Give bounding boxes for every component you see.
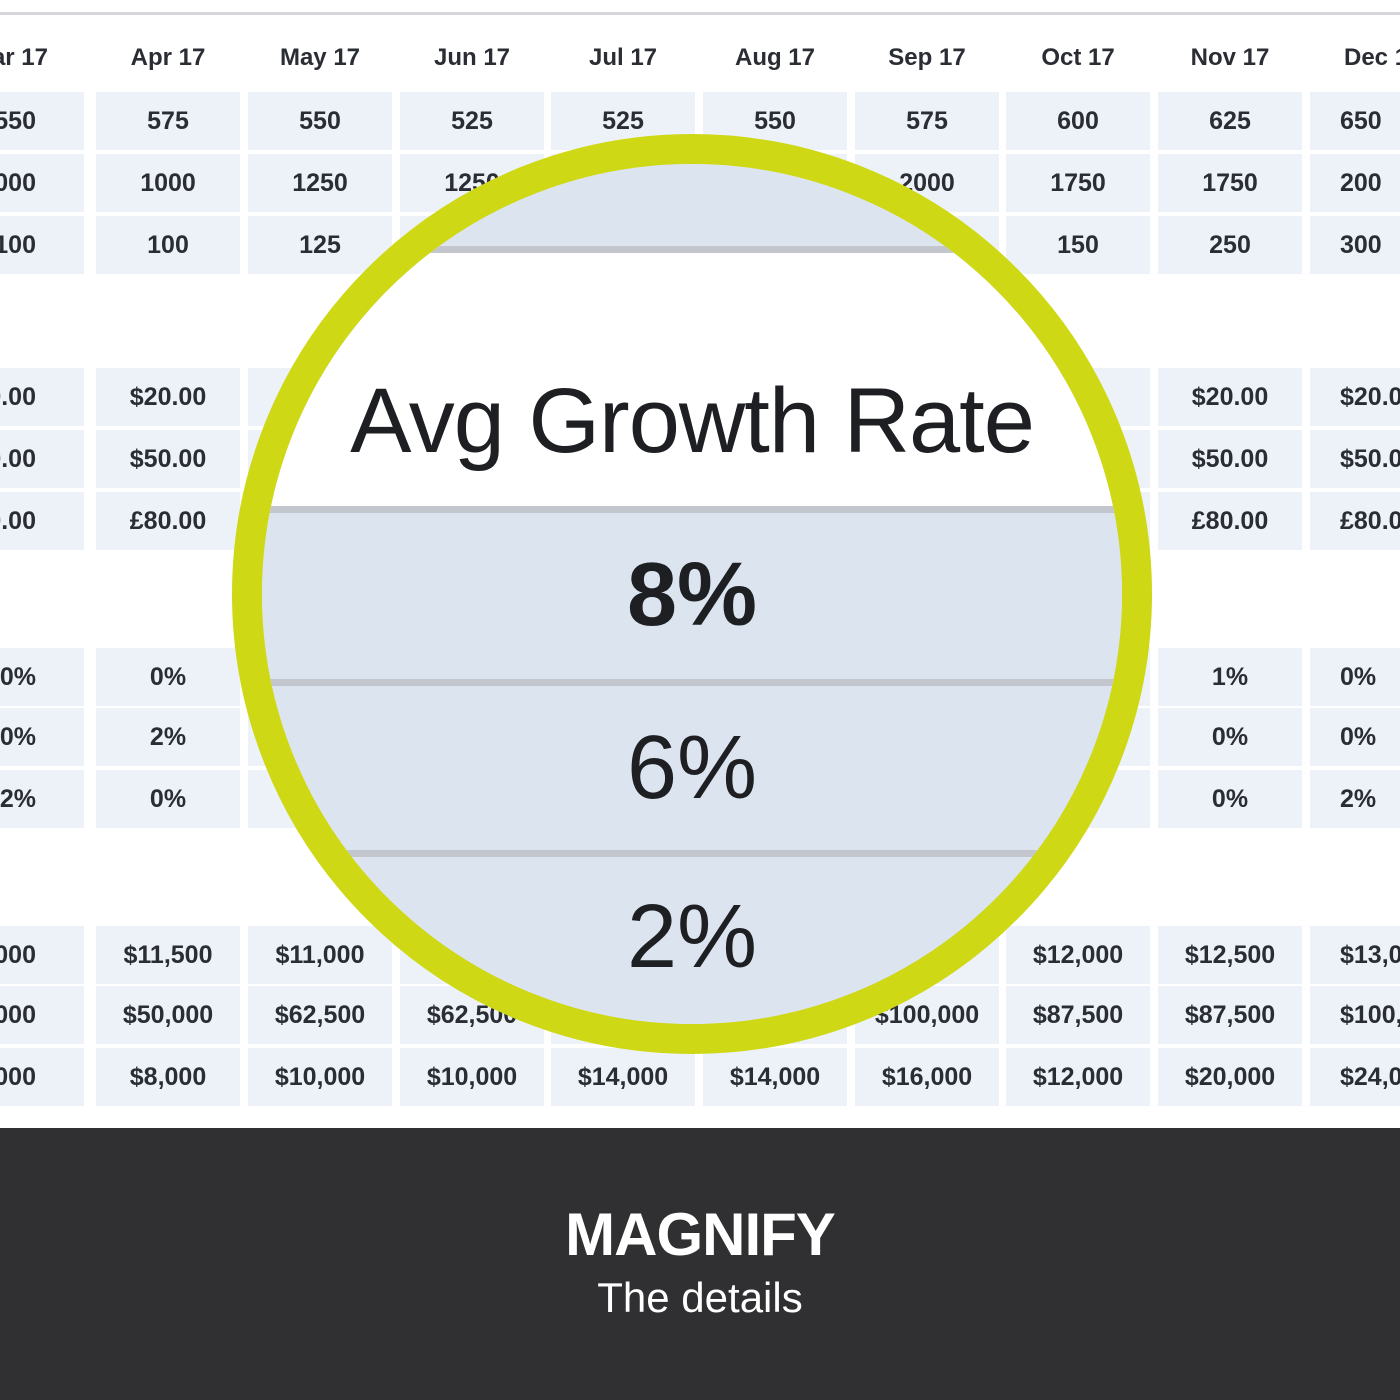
- footer-title: MAGNIFY: [565, 1201, 836, 1268]
- table-cell: 2%: [96, 708, 240, 766]
- column-header: Nov 17: [1190, 44, 1270, 71]
- table-cell: 550: [0, 92, 84, 150]
- table-cell: 0.00: [0, 430, 84, 488]
- magnified-divider: [262, 850, 1122, 857]
- table-cell: 0%: [1158, 770, 1302, 828]
- table-cell: 575: [855, 92, 999, 150]
- table-cell: $20.00: [96, 368, 240, 426]
- table-cell: $24,0: [1310, 1048, 1400, 1106]
- table-cell: $12,000: [1006, 1048, 1150, 1106]
- table-cell: 200: [1310, 154, 1400, 212]
- table-cell: 550: [248, 92, 392, 150]
- column-header: Jul 17: [588, 44, 658, 71]
- magnifier-lens: Avg Growth Rate 8% 6% 2%: [232, 134, 1152, 1054]
- table-cell: $20.0: [1310, 368, 1400, 426]
- table-cell: $50.00: [96, 430, 240, 488]
- table-cell: $12,500: [1158, 926, 1302, 984]
- table-cell: $50.0: [1310, 430, 1400, 488]
- magnified-value: 6%: [626, 718, 758, 818]
- table-cell: 250: [1158, 216, 1302, 274]
- column-header: Jun 17: [433, 44, 511, 71]
- column-header: Apr 17: [130, 44, 206, 71]
- column-header: Aug 17: [734, 44, 815, 71]
- magnified-row: [262, 686, 1122, 850]
- table-cell: 2%: [1310, 770, 1400, 828]
- table-cell: 0%: [96, 770, 240, 828]
- table-cell: 0%: [1310, 708, 1400, 766]
- table-cell: $20.00: [1158, 368, 1302, 426]
- column-header: ar 17: [0, 44, 48, 71]
- table-cell: 0%: [0, 648, 84, 706]
- magnified-header-area: [262, 253, 1122, 506]
- table-cell: 575: [96, 92, 240, 150]
- table-cell: $100,0: [1310, 986, 1400, 1044]
- table-cell: 0%: [0, 708, 84, 766]
- table-cell: £80.00: [1158, 492, 1302, 550]
- magnified-column-title: Avg Growth Rate: [350, 370, 1035, 472]
- table-cell: 0.00: [0, 492, 84, 550]
- table-cell: 100: [96, 216, 240, 274]
- table-cell: 0.00: [0, 368, 84, 426]
- footer-subtitle: The details: [597, 1274, 803, 1321]
- column-header: Dec 1: [1344, 44, 1400, 71]
- column-header: Sep 17: [888, 44, 966, 71]
- table-cell: 000: [0, 154, 84, 212]
- table-cell: $11,500: [96, 926, 240, 984]
- column-header: May 17: [279, 44, 361, 71]
- magnified-divider: [262, 506, 1122, 513]
- magnified-top-band: [262, 164, 1122, 246]
- table-cell: 1000: [96, 154, 240, 212]
- table-cell: 525: [400, 92, 544, 150]
- table-cell: 1%: [1158, 648, 1302, 706]
- table-cell: $14,000: [551, 1048, 695, 1106]
- magnified-row: [262, 857, 1122, 1024]
- table-cell: $50,000: [96, 986, 240, 1044]
- footer-banner: [0, 1128, 1400, 1400]
- magnified-value: 2%: [626, 887, 758, 987]
- table-cell: 300: [1310, 216, 1400, 274]
- table-cell: 100: [0, 216, 84, 274]
- table-cell: $87,500: [1158, 986, 1302, 1044]
- table-cell: £80.00: [96, 492, 240, 550]
- table-cell: 0%: [1310, 648, 1400, 706]
- magnified-divider: [262, 246, 1122, 253]
- table-cell: $10,000: [400, 1048, 544, 1106]
- magnified-divider: [262, 679, 1122, 686]
- table-cell: 650: [1310, 92, 1400, 150]
- table-cell: $50.00: [1158, 430, 1302, 488]
- table-cell: $20,000: [1158, 1048, 1302, 1106]
- magnified-content: Avg Growth Rate 8% 6% 2%: [262, 164, 1122, 1024]
- table-cell: 1750: [1158, 154, 1302, 212]
- magnified-row: [262, 513, 1122, 679]
- table-cell: $13,0: [1310, 926, 1400, 984]
- table-cell: $14,000: [703, 1048, 847, 1106]
- table-cell: $8,000: [96, 1048, 240, 1106]
- table-cell: ,000: [0, 986, 84, 1044]
- table-cell: ,000: [0, 1048, 84, 1106]
- table-cell: $16,000: [855, 1048, 999, 1106]
- table-cell: 0%: [1158, 708, 1302, 766]
- table-cell: 600: [1006, 92, 1150, 150]
- magnified-value: 8%: [626, 545, 758, 645]
- table-cell: 625: [1158, 92, 1302, 150]
- column-header: Oct 17: [1041, 44, 1115, 71]
- top-divider: [0, 12, 1400, 15]
- table-cell: 0%: [96, 648, 240, 706]
- table-cell: ,000: [0, 926, 84, 984]
- table-cell: $10,000: [248, 1048, 392, 1106]
- table-cell: 2%: [0, 770, 84, 828]
- table-cell: £80.0: [1310, 492, 1400, 550]
